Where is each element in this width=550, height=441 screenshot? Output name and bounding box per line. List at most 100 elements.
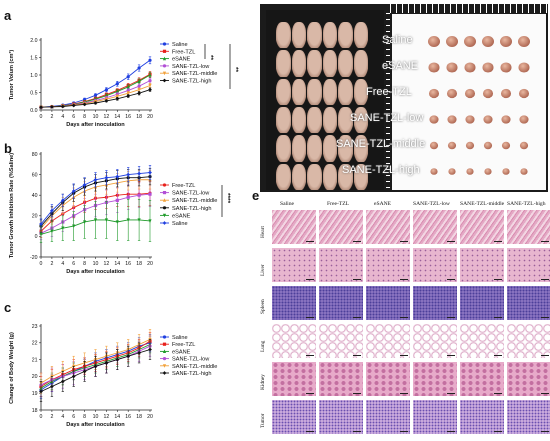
x-tick-label: 20: [147, 261, 153, 267]
he-tile: [366, 362, 410, 396]
he-tile: [272, 248, 316, 282]
tumor-group-label: Saline: [382, 34, 413, 46]
scale-bar: [494, 431, 502, 432]
marker-saline: [39, 222, 43, 226]
y-axis-title: Tumor Volum (cm³): [8, 50, 15, 101]
y-tick-label: 21: [32, 357, 38, 363]
legend-label-sane-tzl-middle: SANE-TZL-middle: [172, 71, 217, 77]
marker-esane: [61, 226, 65, 231]
mouse: [322, 22, 337, 49]
he-tile: [366, 324, 410, 358]
legend-label-sane-tzl-high: SANE-TZL-high: [172, 79, 211, 85]
marker-esane: [162, 56, 167, 61]
he-staining-grid: e Saline Free-TZL eSANE SANE-TZL-low SANE-TZ…: [252, 188, 550, 441]
marker-sane-tzl-high: [50, 384, 54, 389]
marker-esane: [83, 220, 87, 224]
he-row-label: Liver: [260, 264, 266, 276]
tumor: [518, 88, 530, 99]
marker-saline: [148, 58, 152, 62]
tumor: [502, 168, 510, 175]
ruler-vertical: [386, 12, 390, 188]
tumor: [518, 62, 530, 73]
scale-bar: [541, 279, 549, 280]
tumor: [428, 36, 440, 47]
legend-label-free-tzl: Free-TZL: [172, 342, 195, 348]
marker-free-tzl: [162, 183, 167, 187]
tumor-row: [428, 114, 530, 125]
marker-sane-tzl-high: [126, 354, 131, 359]
marker-esane: [115, 220, 119, 224]
tumor: [448, 168, 456, 175]
mouse: [353, 107, 368, 134]
he-tile: [460, 286, 504, 320]
he-tile: [507, 362, 550, 396]
legend-label-saline: Saline: [172, 42, 188, 48]
x-tick-label: 16: [125, 261, 131, 267]
scale-bar: [306, 241, 314, 242]
mouse: [322, 163, 337, 190]
x-tick-label: 6: [72, 414, 75, 420]
x-tick-label: 18: [136, 114, 142, 120]
tumor: [465, 115, 475, 124]
he-tile: [507, 400, 550, 434]
he-column-label: eSANE: [374, 201, 392, 207]
marker-sane-tzl-high: [162, 371, 167, 375]
tumor: [484, 168, 492, 175]
tumor-row: [428, 62, 530, 73]
he-column-label: SANE-TZL-low: [413, 201, 450, 207]
marker-esane: [72, 224, 76, 229]
scale-bar: [353, 393, 361, 394]
marker-esane: [50, 229, 54, 234]
he-tile: [413, 286, 457, 320]
y-tick-label: 0.0: [30, 108, 37, 114]
x-tick-label: 14: [114, 114, 120, 120]
tumor: [518, 36, 530, 47]
tumor: [428, 62, 440, 73]
tumor-row: [428, 166, 530, 177]
marker-saline: [115, 82, 119, 86]
mouse: [307, 50, 322, 77]
x-tick-label: 18: [136, 414, 142, 420]
marker-esane: [126, 84, 130, 89]
marker-saline: [50, 208, 54, 213]
marker-sane-tzl-low: [148, 79, 152, 83]
he-column-label: SANE-TZL-high: [507, 201, 546, 207]
mouse: [338, 163, 353, 190]
y-tick-label: 20: [32, 374, 38, 380]
scale-bar: [541, 241, 549, 242]
scale-bar: [447, 317, 455, 318]
marker-saline: [82, 183, 87, 187]
marker-sane-tzl-high: [39, 105, 43, 110]
mouse: [276, 50, 291, 77]
x-tick-label: 0: [40, 414, 43, 420]
x-tick-label: 16: [125, 414, 131, 420]
marker-sane-tzl-high: [71, 374, 76, 379]
mouse: [291, 78, 306, 105]
x-axis-title: Days after inoculation: [66, 122, 125, 128]
scale-bar: [353, 431, 361, 432]
he-tile: [460, 362, 504, 396]
tumor: [447, 115, 457, 124]
he-tile: [460, 324, 504, 358]
marker-esane: [115, 89, 119, 94]
marker-sane-tzl-high: [148, 347, 152, 352]
marker-esane: [126, 218, 130, 222]
mouse: [291, 135, 306, 162]
scale-bar: [494, 279, 502, 280]
he-tile: [319, 400, 363, 434]
marker-sane-tzl-middle: [162, 198, 167, 202]
he-column-label: Saline: [280, 201, 294, 207]
scale-bar: [541, 393, 549, 394]
mouse: [291, 107, 306, 134]
he-tile: [366, 248, 410, 282]
x-tick-label: 0: [40, 114, 43, 120]
y-tick-label: 1.5: [30, 55, 37, 61]
legend-label-sane-tzl-low: SANE-TZL-low: [172, 191, 210, 197]
tumor: [500, 36, 512, 47]
scale-bar: [447, 279, 455, 280]
scale-bar: [306, 393, 314, 394]
he-tile: [272, 362, 316, 396]
mouse: [322, 135, 337, 162]
he-tile: [413, 248, 457, 282]
he-tile: [272, 286, 316, 320]
